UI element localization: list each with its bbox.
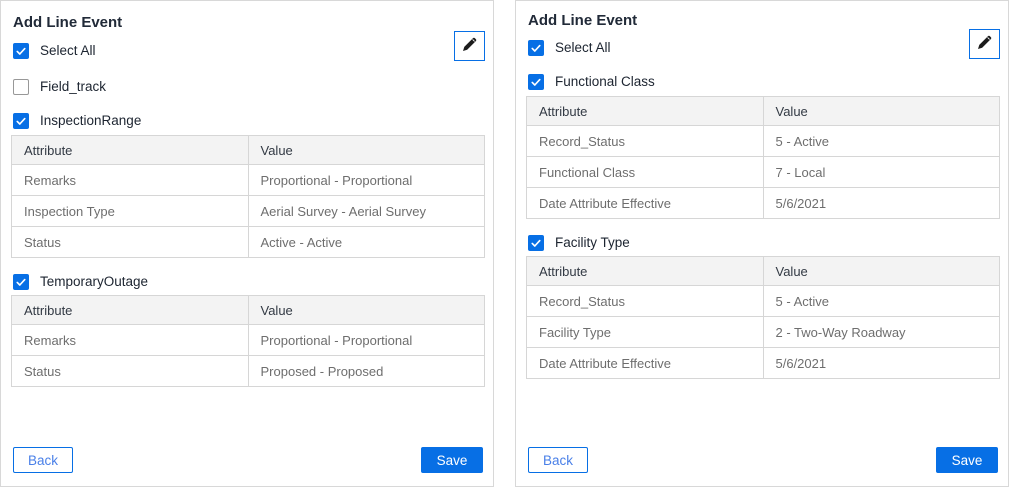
add-line-event-panel-right: Add Line Event Select All Functional Cla… xyxy=(515,0,1009,487)
column-header-value: Value xyxy=(762,96,1000,126)
table-header-row: Attribute Value xyxy=(11,295,485,325)
checkbox-label: Select All xyxy=(555,40,611,55)
footer: Back Save xyxy=(528,447,998,473)
pen-icon xyxy=(461,36,478,56)
select-all-checkbox[interactable] xyxy=(13,42,29,59)
footer: Back Save xyxy=(13,447,483,473)
attribute-cell: Status xyxy=(11,355,249,387)
back-button[interactable]: Back xyxy=(13,447,73,473)
value-cell: 5/6/2021 xyxy=(762,187,1000,219)
pen-button[interactable] xyxy=(969,29,1000,59)
check-icon xyxy=(530,76,542,88)
check-icon xyxy=(530,42,542,54)
back-button[interactable]: Back xyxy=(528,447,588,473)
page-title: Add Line Event xyxy=(13,14,123,31)
table-row: Inspection Type Aerial Survey - Aerial S… xyxy=(11,195,485,227)
value-cell: Proportional - Proportional xyxy=(247,324,485,356)
checkbox-label: Functional Class xyxy=(555,74,655,89)
attribute-cell: Date Attribute Effective xyxy=(526,187,764,219)
table-row: Remarks Proportional - Proportional xyxy=(11,164,485,196)
table-header-row: Attribute Value xyxy=(11,135,485,165)
table-header-row: Attribute Value xyxy=(526,96,1000,126)
table-row: Record_Status 5 - Active xyxy=(526,125,1000,157)
table-row: Facility Type 2 - Two-Way Roadway xyxy=(526,316,1000,348)
table-header-row: Attribute Value xyxy=(526,256,1000,286)
pen-button[interactable] xyxy=(454,31,485,61)
facility-type-attribute-table: Attribute Value Record_Status 5 - Active… xyxy=(526,256,1000,379)
checkbox-label: InspectionRange xyxy=(40,113,142,128)
check-icon xyxy=(530,237,542,249)
pen-icon xyxy=(976,34,993,54)
attribute-cell: Remarks xyxy=(11,324,249,356)
attribute-cell: Remarks xyxy=(11,164,249,196)
checkbox-row-temporaryoutage[interactable]: TemporaryOutage xyxy=(13,273,483,290)
table-row: Remarks Proportional - Proportional xyxy=(11,324,485,356)
column-header-attribute: Attribute xyxy=(11,295,249,325)
attribute-cell: Record_Status xyxy=(526,125,764,157)
value-cell: Proposed - Proposed xyxy=(247,355,485,387)
table-row: Date Attribute Effective 5/6/2021 xyxy=(526,347,1000,379)
column-header-value: Value xyxy=(247,295,485,325)
check-icon xyxy=(15,115,27,127)
column-header-value: Value xyxy=(247,135,485,165)
functional-class-checkbox[interactable] xyxy=(528,73,544,90)
attribute-cell: Functional Class xyxy=(526,156,764,188)
column-header-attribute: Attribute xyxy=(526,96,764,126)
value-cell: Aerial Survey - Aerial Survey xyxy=(247,195,485,227)
checkbox-row-select-all[interactable]: Select All xyxy=(528,39,998,56)
value-cell: 5 - Active xyxy=(762,285,1000,317)
attribute-cell: Record_Status xyxy=(526,285,764,317)
table-row: Record_Status 5 - Active xyxy=(526,285,1000,317)
checkbox-row-functional-class[interactable]: Functional Class xyxy=(528,73,998,90)
temporaryoutage-attribute-table: Attribute Value Remarks Proportional - P… xyxy=(11,295,485,387)
inspectionrange-attribute-table: Attribute Value Remarks Proportional - P… xyxy=(11,135,485,258)
checkbox-row-facility-type[interactable]: Facility Type xyxy=(528,234,998,251)
save-button[interactable]: Save xyxy=(936,447,998,473)
value-cell: 2 - Two-Way Roadway xyxy=(762,316,1000,348)
checkbox-row-inspectionrange[interactable]: InspectionRange xyxy=(13,112,483,129)
checkbox-label: Field_track xyxy=(40,79,107,94)
value-cell: 5/6/2021 xyxy=(762,347,1000,379)
value-cell: Proportional - Proportional xyxy=(247,164,485,196)
table-row: Date Attribute Effective 5/6/2021 xyxy=(526,187,1000,219)
checkbox-label: TemporaryOutage xyxy=(40,274,149,289)
functional-class-attribute-table: Attribute Value Record_Status 5 - Active… xyxy=(526,96,1000,219)
checkbox-row-select-all[interactable]: Select All xyxy=(13,42,483,59)
attribute-cell: Facility Type xyxy=(526,316,764,348)
table-row: Functional Class 7 - Local xyxy=(526,156,1000,188)
attribute-cell: Inspection Type xyxy=(11,195,249,227)
save-button[interactable]: Save xyxy=(421,447,483,473)
table-row: Status Active - Active xyxy=(11,226,485,258)
checkbox-label: Select All xyxy=(40,43,96,58)
inspectionrange-checkbox[interactable] xyxy=(13,112,29,129)
field-track-checkbox[interactable] xyxy=(13,78,29,95)
attribute-cell: Status xyxy=(11,226,249,258)
attribute-cell: Date Attribute Effective xyxy=(526,347,764,379)
table-row: Status Proposed - Proposed xyxy=(11,355,485,387)
column-header-attribute: Attribute xyxy=(11,135,249,165)
column-header-attribute: Attribute xyxy=(526,256,764,286)
value-cell: 5 - Active xyxy=(762,125,1000,157)
facility-type-checkbox[interactable] xyxy=(528,234,544,251)
checkbox-label: Facility Type xyxy=(555,235,630,250)
page-title: Add Line Event xyxy=(528,12,638,29)
check-icon xyxy=(15,276,27,288)
check-icon xyxy=(15,45,27,57)
value-cell: Active - Active xyxy=(247,226,485,258)
column-header-value: Value xyxy=(762,256,1000,286)
select-all-checkbox[interactable] xyxy=(528,39,544,56)
value-cell: 7 - Local xyxy=(762,156,1000,188)
temporaryoutage-checkbox[interactable] xyxy=(13,273,29,290)
checkbox-row-field-track[interactable]: Field_track xyxy=(13,78,483,95)
add-line-event-panel-left: Add Line Event Select All Field_track In… xyxy=(0,0,494,487)
